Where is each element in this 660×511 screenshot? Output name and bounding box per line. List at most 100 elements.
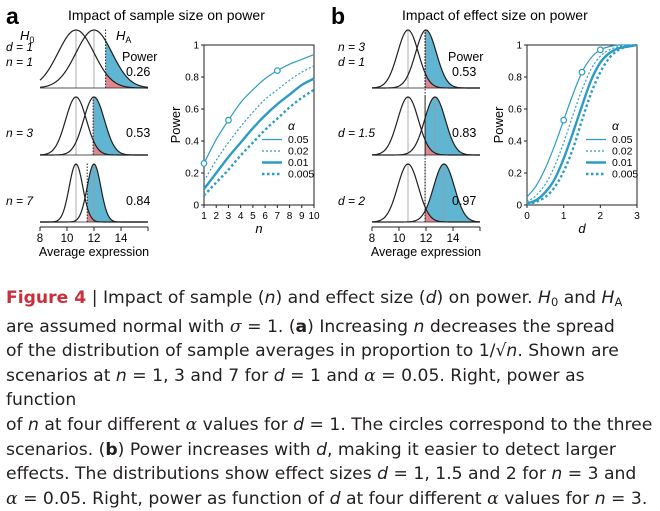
panel-b-plot-ytick-label: 0.8 <box>508 73 522 84</box>
panel-a-row1-alpha-area <box>105 73 148 88</box>
panel-b-row2-power-area <box>425 97 480 155</box>
caption-subscript: A <box>614 295 623 309</box>
panel-b-row1-power-area <box>425 30 480 88</box>
panel-a-plot-xtick-label: 1 <box>201 211 207 222</box>
panel-a-plot-ytick-label: 0.8 <box>185 73 199 84</box>
panel-a-plot-xtick-label: 8 <box>287 211 293 222</box>
panel-a-xtick: 12 <box>88 233 101 245</box>
panel-b-dist-axis: 8 10 12 14 Average expression <box>369 226 481 259</box>
caption-line: of n at four different α values for d = … <box>6 413 656 438</box>
panel-a-row1-power-area <box>105 40 148 88</box>
caption-text: , making it easier to detect larger <box>326 439 616 460</box>
panel-b-row3-alpha-area <box>425 207 480 222</box>
caption-variable: n <box>551 464 563 485</box>
caption-symbol: α <box>364 365 376 386</box>
caption-text: ) Power increases with <box>117 439 317 460</box>
caption-text: values for <box>197 414 294 435</box>
panel-a-row3-power-area <box>87 164 148 222</box>
panel-b-power-header: Power <box>448 50 483 64</box>
panel-a-plot-series-0_05 <box>203 54 315 164</box>
caption-symbol: α <box>487 488 499 509</box>
panel-b-xtick: 14 <box>447 233 460 245</box>
panel-a-plot-ytick-label: 0 <box>193 201 199 212</box>
panel-b-title: Impact of effect size on power <box>402 7 588 23</box>
panel-b-plot-frame <box>526 44 638 206</box>
panel-b-row2-power: 0.83 <box>452 126 476 140</box>
caption-variable: d <box>293 414 305 435</box>
panel-a-plot-xlabel: n <box>255 221 262 236</box>
panel-b-row2-alpha-area <box>425 140 480 155</box>
figure-caption: Figure 4 | Impact of sample (n) and effe… <box>6 286 656 511</box>
caption-line: effects. The distributions show effect s… <box>6 462 656 487</box>
panel-b-plot-series-0_02 <box>526 44 638 203</box>
caption-variable: H <box>538 288 551 308</box>
panel-a-distributions <box>39 28 149 223</box>
panel-a-plot-xtick-label: 2 <box>213 211 219 222</box>
caption-text: ) and effect size ( <box>275 288 426 308</box>
caption-text: scenarios. ( <box>6 439 106 460</box>
caption-text: = 3. <box>605 488 648 509</box>
caption-text: decreases the spread <box>424 316 615 337</box>
panel-a-plot-ytick-label: 0.6 <box>185 105 199 116</box>
panel-a-row1-line1: d = 1 <box>6 40 33 54</box>
caption-text: and <box>558 288 602 308</box>
panel-b-plot-xlabel: d <box>578 221 586 236</box>
panel-a-plot-xtick-label: 7 <box>275 211 281 222</box>
caption-text: . Shown are <box>517 341 619 362</box>
panel-b-plot-xtick-label: 1 <box>561 211 567 222</box>
panel-a-plot-series-0_005 <box>203 88 315 197</box>
panel-a-plot-legend-label: 0.05 <box>288 134 309 146</box>
panel-b-plot-series-0_005 <box>526 43 638 206</box>
caption-text: | Impact of sample ( <box>86 288 265 308</box>
panel-b-xtick: 8 <box>369 233 375 245</box>
caption-text: of <box>6 414 29 435</box>
panel-a-row1-line2: n = 1 <box>6 55 33 69</box>
caption-line: are assumed normal with σ = 1. (a) Incre… <box>6 315 656 340</box>
panel-a-plot-series-0_01 <box>203 77 315 190</box>
panel-b-plot-ytick-label: 0.2 <box>508 169 522 180</box>
caption-text: = 1, 3 and 7 for <box>126 365 274 386</box>
panel-a-row1-ha-curve <box>39 29 149 88</box>
panel-b-plot-legend-label: 0.05 <box>612 134 633 146</box>
panel-b-row1-line2: d = 1 <box>338 55 365 69</box>
panel-b-row3-label: d = 2 <box>338 194 365 208</box>
caption-text: of the distribution of sample averages i… <box>6 341 507 362</box>
panel-a-row3-power: 0.84 <box>126 194 150 208</box>
panel-b-xtick: 12 <box>420 233 433 245</box>
panel-b-plot-ytick-label: 0.6 <box>508 105 522 116</box>
panel-b-plot-xtick-label: 0 <box>524 211 530 222</box>
panel-b-plot-scenario-point <box>596 46 604 54</box>
caption-text: at four different <box>340 488 488 509</box>
panel-a-plot-series-0_02 <box>203 65 315 182</box>
panel-a-xtick: 8 <box>37 233 43 245</box>
figure-4: a Impact of sample size on power b Impac… <box>6 3 640 259</box>
panel-a-letter: a <box>6 3 19 29</box>
panel-a-plot-ytick-label: 1 <box>193 41 199 52</box>
caption-text: = 1, 1.5 and 2 for <box>388 464 552 485</box>
caption-variable: n <box>115 365 127 386</box>
panel-b-plot-ytick-label: 0.4 <box>508 137 522 148</box>
panel-b-row1-line1: n = 3 <box>338 40 365 54</box>
panel-a-plot-ytick-label: 0.4 <box>185 137 199 148</box>
panel-a-plot-legend-label: 0.01 <box>288 157 309 169</box>
panel-a-row2-alpha-area <box>93 140 148 155</box>
panel-b-row1-alpha-area <box>425 73 480 88</box>
panel-a-plot-scenario-point <box>200 159 208 167</box>
panel-a-row3-alpha-area <box>87 207 148 222</box>
panel-b-plot-legend-label: 0.01 <box>612 157 633 169</box>
caption-text: ) Increasing <box>307 316 414 337</box>
panel-a-plot-xtick-label: 5 <box>250 211 256 222</box>
panel-b-dist-xlabel: Average expression <box>371 245 481 259</box>
panel-b-plot-ytick-label: 1 <box>516 41 522 52</box>
panel-b-plot-ylabel: Power <box>491 106 506 144</box>
panel-a-plot-scenario-point <box>225 116 232 124</box>
panel-a-plot-legend-label: 0.02 <box>288 146 309 158</box>
panel-a-plot-frame <box>203 44 315 206</box>
panel-a-row2-label: n = 3 <box>6 126 33 140</box>
caption-line: Figure 4 | Impact of sample (n) and effe… <box>6 286 656 315</box>
panel-b-plot-xtick-label: 2 <box>598 211 604 222</box>
caption-variable: n <box>594 488 606 509</box>
caption-text: ) on power. <box>436 288 539 308</box>
panel-a-plot-ytick-label: 0.2 <box>185 169 199 180</box>
